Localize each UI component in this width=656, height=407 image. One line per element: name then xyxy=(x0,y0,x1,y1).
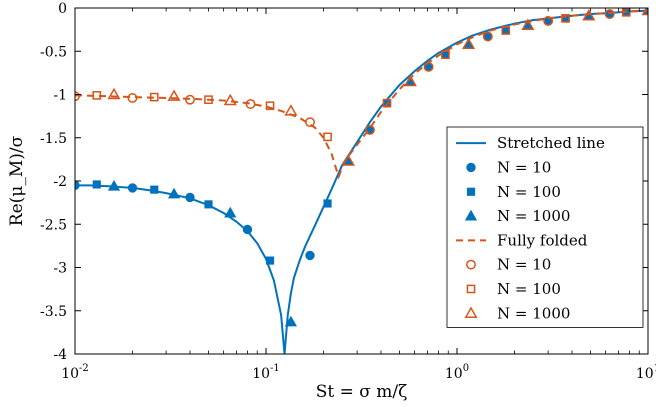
data-point-2-2 xyxy=(204,200,213,209)
data-point-5-6 xyxy=(423,61,434,72)
y-tick-label: -1.5 xyxy=(40,131,67,147)
data-point-6-2 xyxy=(204,95,213,105)
data-point-7-1 xyxy=(167,89,181,101)
legend-label: N = 10 xyxy=(497,158,551,176)
data-point-7-5 xyxy=(403,74,417,87)
axis-labels: St = σ m/ζ Re(μ_M)/σ xyxy=(7,135,407,402)
y-tick-label: -2.5 xyxy=(40,217,67,233)
data-point-5-7 xyxy=(482,31,493,42)
y-tick-label: -1 xyxy=(53,88,67,104)
data-point-5-9 xyxy=(604,9,615,20)
y-tick-label: -3 xyxy=(53,261,67,277)
legend-label: N = 100 xyxy=(497,183,561,201)
legend-label: N = 10 xyxy=(497,256,551,274)
data-point-5-8 xyxy=(543,16,554,26)
legend-swatch-marker xyxy=(466,187,476,196)
data-point-7-2 xyxy=(223,93,237,106)
data-point-6-3 xyxy=(265,101,275,111)
axes: 10-2 10-1 100 101 0 -0.5 -1 -1.5 -2 -2.5 -3 -3.5 -4 xyxy=(40,1,656,382)
data-point-6-7 xyxy=(501,26,511,35)
x-tick-label: 100 xyxy=(445,363,469,382)
data-point-2-3 xyxy=(265,256,275,265)
y-tick-label: -0.5 xyxy=(40,44,67,60)
data-point-1-3 xyxy=(242,224,253,235)
data-point-7-9 xyxy=(641,8,648,16)
data-point-6-0 xyxy=(92,91,102,100)
data-point-6-4 xyxy=(323,132,332,142)
data-point-6-9 xyxy=(621,8,631,17)
y-tick-label: -4 xyxy=(53,347,67,363)
data-point-2-6 xyxy=(441,50,450,59)
x-axis-label: St = σ m/ζ xyxy=(316,382,408,402)
legend-swatch-marker xyxy=(466,259,476,270)
data-point-6-1 xyxy=(149,92,159,102)
legend-label: N = 1000 xyxy=(497,207,570,225)
legend-label: Fully folded xyxy=(497,231,588,249)
data-point-3-3 xyxy=(284,315,298,327)
data-point-5-1 xyxy=(127,93,138,103)
x-tick-label: 101 xyxy=(636,363,656,382)
plot-area xyxy=(75,8,648,354)
y-axis-label: Re(μ_M)/σ xyxy=(7,135,27,226)
data-point-6-6 xyxy=(441,50,450,60)
data-point-3-0 xyxy=(107,179,121,191)
series-line-4 xyxy=(75,9,648,180)
data-point-7-3 xyxy=(284,104,298,116)
data-point-2-0 xyxy=(92,180,101,189)
y-tick-label: -3.5 xyxy=(40,304,67,320)
legend-swatch-marker xyxy=(466,284,476,294)
data-point-2-4 xyxy=(323,199,332,208)
data-point-1-1 xyxy=(127,183,138,193)
legend-swatch-marker xyxy=(464,209,478,221)
data-point-7-7 xyxy=(521,18,535,30)
data-point-7-6 xyxy=(462,37,476,50)
data-point-6-8 xyxy=(561,14,570,23)
data-point-2-1 xyxy=(150,185,159,194)
data-point-5-4 xyxy=(305,117,315,128)
y-tick-label: 0 xyxy=(58,1,67,17)
data-point-5-3 xyxy=(245,99,256,109)
legend-label: N = 100 xyxy=(497,280,561,298)
legend-label: Stretched line xyxy=(497,134,605,152)
data-point-1-2 xyxy=(185,192,195,203)
legend: Stretched line N = 10 N = 100 N = 1000 Fully… xyxy=(446,126,644,328)
x-tick-label: 10-1 xyxy=(252,363,280,382)
data-point-6-5 xyxy=(382,98,392,108)
legend-label: N = 1000 xyxy=(497,304,570,322)
legend-swatch-marker xyxy=(466,162,476,173)
data-point-5-5 xyxy=(364,125,375,135)
legend-box xyxy=(446,126,644,328)
data-point-3-1 xyxy=(167,187,181,199)
x-tick-label: 10-2 xyxy=(61,363,89,382)
y-tick-label: -2 xyxy=(53,174,67,190)
legend-swatch-marker xyxy=(464,306,478,318)
data-point-7-0 xyxy=(107,87,121,100)
data-point-3-2 xyxy=(224,206,237,218)
data-point-1-4 xyxy=(305,250,315,261)
data-point-7-4 xyxy=(341,154,355,166)
data-point-5-2 xyxy=(185,94,195,105)
data-point-7-8 xyxy=(582,9,596,21)
